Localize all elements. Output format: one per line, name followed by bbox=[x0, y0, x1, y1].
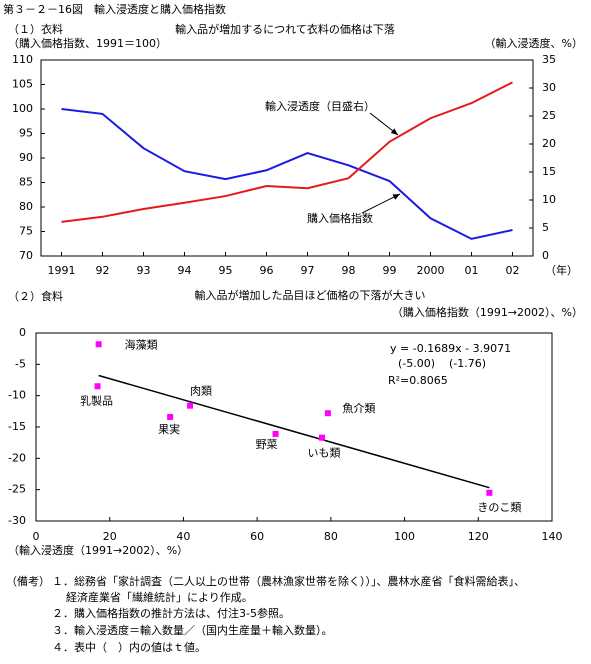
note: 経済産業省「繊維統計」により作成。 bbox=[66, 590, 253, 604]
series-line bbox=[61, 108, 513, 240]
x-tick-label: 80 bbox=[324, 530, 338, 543]
x-tick-label: 1991 bbox=[48, 264, 76, 277]
point-label: 野菜 bbox=[256, 438, 278, 451]
x-tick-label: 93 bbox=[137, 264, 151, 277]
point-label: きのこ類 bbox=[477, 501, 521, 514]
note: ３．輸入浸透度＝輸入数量／（国内生産量＋輸入数量）。 bbox=[52, 623, 333, 637]
x-tick-label: 20 bbox=[103, 530, 117, 543]
point bbox=[167, 413, 174, 420]
y-axis-label: （購入価格指数、1991＝100） bbox=[8, 36, 167, 50]
y-tick-label: 70 bbox=[19, 249, 33, 262]
y-tick-label: 80 bbox=[19, 200, 33, 213]
series-line bbox=[61, 81, 513, 223]
x-tick-label: 120 bbox=[468, 530, 489, 543]
x-tick-label: 92 bbox=[96, 264, 110, 277]
series-label: 購入価格指数 bbox=[307, 211, 373, 225]
x-tick-label: 99 bbox=[383, 264, 397, 277]
x-tick-label: 100 bbox=[394, 530, 415, 543]
point bbox=[94, 383, 101, 390]
note: ２．購入価格指数の推計方法は、付注3-5参照。 bbox=[52, 606, 290, 620]
point bbox=[272, 430, 279, 437]
y2-axis-label: （輸入浸透度、%） bbox=[485, 36, 583, 50]
chart-title: （１）衣料 bbox=[8, 22, 63, 36]
notes-label: （備考） bbox=[6, 575, 50, 588]
annotation-arrow bbox=[361, 193, 401, 214]
x-axis-label: （年） bbox=[545, 263, 578, 277]
point-label: 乳製品 bbox=[80, 393, 113, 407]
y-tick-label: 85 bbox=[19, 176, 33, 189]
point-label: いも類 bbox=[308, 447, 341, 460]
y2-tick-label: 10 bbox=[542, 193, 556, 206]
x-tick-label: 98 bbox=[342, 264, 356, 277]
y-tick-label: -30 bbox=[8, 514, 26, 527]
annotation: y = -0.1689x - 3.9071 bbox=[390, 342, 511, 355]
x-tick-label: 97 bbox=[301, 264, 315, 277]
x-tick-label: 40 bbox=[176, 530, 190, 543]
y-tick-label: 75 bbox=[19, 225, 33, 238]
point bbox=[187, 402, 194, 409]
x-tick-label: 02 bbox=[506, 264, 520, 277]
y-tick-label: 0 bbox=[19, 326, 26, 339]
annotation: (-5.00) (-1.76) bbox=[398, 357, 486, 370]
y2-tick-label: 35 bbox=[542, 53, 556, 66]
annotation-arrow bbox=[369, 112, 399, 136]
y2-tick-label: 25 bbox=[542, 109, 556, 122]
x-tick-label: 94 bbox=[178, 264, 192, 277]
y-tick-label: 110 bbox=[12, 53, 33, 66]
y-tick-label: 105 bbox=[12, 78, 33, 91]
x-tick-label: 140 bbox=[542, 530, 563, 543]
y-tick-label: -20 bbox=[8, 451, 26, 464]
x-tick-label: 60 bbox=[250, 530, 264, 543]
y2-tick-label: 0 bbox=[542, 249, 549, 262]
x-tick-label: 95 bbox=[219, 264, 233, 277]
annotation: R²=0.8065 bbox=[388, 374, 448, 387]
x-tick-label: 2000 bbox=[417, 264, 445, 277]
figure-title: 第３－２－16図 輸入浸透度と購入価格指数 bbox=[3, 2, 226, 16]
chart-subtitle: 輸入品が増加するにつれて衣料の価格は下落 bbox=[175, 22, 395, 36]
y-tick-label: -15 bbox=[8, 420, 26, 433]
series-label: 輸入浸透度（目盛右） bbox=[265, 99, 375, 113]
plot-area bbox=[40, 59, 534, 257]
y-tick-label: -10 bbox=[8, 389, 26, 402]
point bbox=[319, 434, 326, 441]
y-tick-label: -25 bbox=[8, 483, 26, 496]
point-label: 海藻類 bbox=[125, 337, 158, 351]
point bbox=[95, 341, 102, 348]
note: １．総務省「家計調査（二人以上の世帯（農林漁家世帯を除く））」、農林水産省「食料… bbox=[52, 574, 525, 588]
y2-tick-label: 15 bbox=[542, 165, 556, 178]
y-tick-label: 95 bbox=[19, 127, 33, 140]
x-tick-label: 96 bbox=[260, 264, 274, 277]
y-axis-label: （購入価格指数（1991→2002）、%） bbox=[392, 305, 583, 319]
y2-tick-label: 30 bbox=[542, 81, 556, 94]
y2-tick-label: 20 bbox=[542, 137, 556, 150]
chart-title: （２）食料 bbox=[8, 289, 63, 303]
trendline bbox=[98, 374, 490, 489]
point-label: 肉類 bbox=[190, 385, 212, 398]
note: ４．表中（ ）内の値はｔ値。 bbox=[52, 640, 206, 654]
point bbox=[324, 410, 331, 417]
point-label: 果実 bbox=[158, 422, 180, 436]
y-tick-label: 100 bbox=[12, 102, 33, 115]
x-axis-label: （輸入浸透度（1991→2002）、%） bbox=[8, 543, 188, 557]
x-tick-label: 01 bbox=[465, 264, 479, 277]
x-tick-label: 0 bbox=[33, 530, 40, 543]
chart-subtitle: 輸入品が増加した品目ほど価格の下落が大きい bbox=[195, 288, 426, 302]
y2-tick-label: 5 bbox=[542, 221, 549, 234]
y-tick-label: -5 bbox=[15, 357, 26, 370]
y-tick-label: 90 bbox=[19, 151, 33, 164]
point bbox=[486, 489, 493, 496]
point-label: 魚介類 bbox=[342, 402, 375, 415]
